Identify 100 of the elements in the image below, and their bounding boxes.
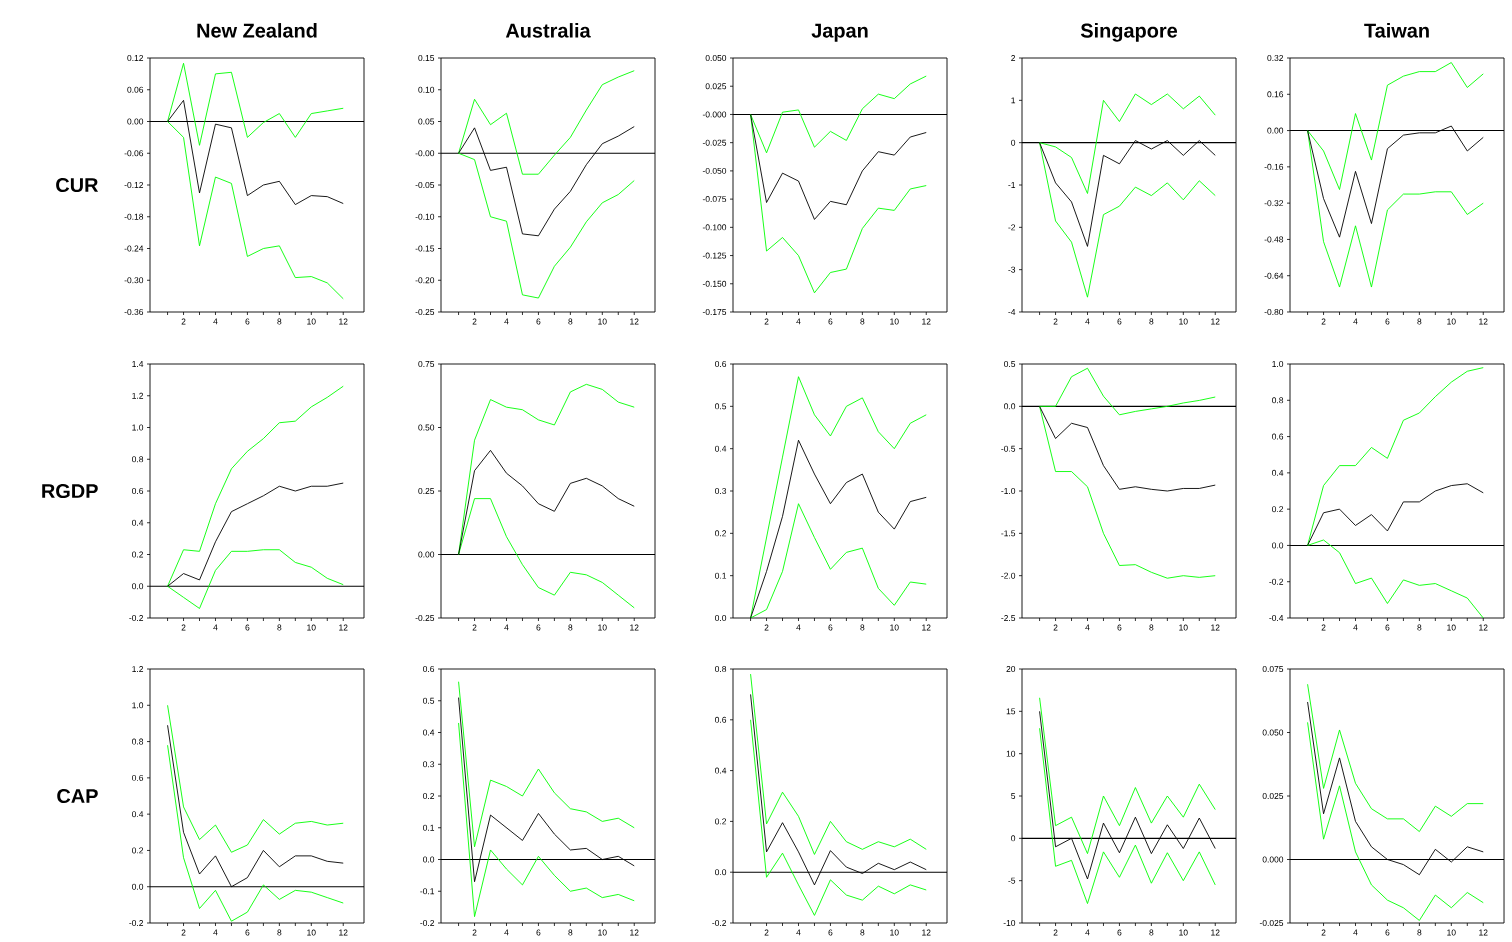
y-tick-label: -0.175 [702,309,727,315]
x-tick-label: 4 [504,929,509,936]
x-tick-label: 12 [922,929,931,936]
x-tick-label: 6 [828,318,833,325]
y-tick-label: 0.4 [715,445,727,452]
y-tick-label: 20 [1006,666,1016,672]
y-tick-label: -0.64 [1264,272,1284,279]
x-tick-label: 2 [1053,929,1058,936]
y-tick-label: -0.36 [124,309,144,315]
x-tick-label: 8 [568,318,573,325]
y-tick-label: 1 [1011,97,1016,104]
y-tick-label: 0.3 [715,488,727,494]
y-tick-label: -0.050 [702,167,727,174]
x-tick-label: 2 [764,624,769,631]
y-tick-label: -0.075 [702,196,727,203]
y-tick-label: -0.000 [702,111,727,118]
x-tick-label: 6 [828,929,833,936]
x-tick-label: 2 [181,624,186,631]
y-axis-title: CUR [56,177,99,193]
x-tick-label: 12 [339,318,348,325]
y-tick-label: 15 [1006,708,1016,715]
y-tick-label: -0.125 [702,252,727,259]
y-tick-label: -0.4 [1269,615,1284,621]
y-tick-label: -2.0 [1001,572,1016,579]
x-tick-label: 6 [536,624,541,631]
y-tick-label: -0.24 [124,245,144,252]
y-tick-label: 0.050 [1262,729,1284,736]
x-tick-label: 2 [181,929,186,936]
x-tick-label: 6 [1117,929,1122,936]
x-tick-label: 6 [245,318,250,325]
y-tick-label: -1 [1008,182,1016,188]
x-tick-label: 4 [213,624,218,631]
x-tick-label: 4 [504,624,509,631]
y-tick-label: 0.50 [418,424,435,431]
x-tick-label: 4 [796,929,801,936]
chart-title: New Zealand [197,23,317,38]
x-tick-label: 10 [598,624,607,631]
x-tick-label: 8 [568,929,573,936]
x-tick-label: 8 [277,318,282,325]
x-tick-label: 12 [339,624,348,631]
x-tick-label: 8 [860,929,865,936]
y-tick-label: -0.05 [415,182,435,188]
y-tick-label: 2 [1011,55,1016,61]
y-tick-label: -1.5 [1001,530,1016,537]
x-tick-label: 4 [504,318,509,325]
x-tick-label: 4 [1353,624,1358,631]
x-tick-label: 6 [1385,929,1390,936]
chart-title: Japan [811,23,868,42]
x-tick-label: 2 [472,929,477,936]
x-tick-label: 10 [890,929,899,936]
y-tick-label: 0.75 [418,361,435,367]
y-tick-label: 0.025 [1262,793,1284,799]
y-axis-title: CAP [57,788,98,804]
y-tick-label: 0.8 [715,666,727,672]
x-tick-label: 12 [1479,318,1488,325]
y-tick-label: 0.1 [423,824,435,831]
x-tick-label: 10 [307,318,316,325]
y-tick-label: -0.2 [129,920,144,926]
x-tick-label: 12 [1211,318,1220,325]
y-tick-label: 1.2 [132,666,144,672]
x-tick-label: 12 [630,318,639,325]
x-tick-label: 4 [1085,318,1090,325]
x-tick-label: 6 [828,624,833,631]
y-tick-label: -0.025 [1259,920,1284,926]
x-tick-label: 8 [1417,624,1422,631]
y-tick-label: -0.15 [415,245,435,252]
y-tick-label: 0.2 [423,793,435,799]
y-tick-label: 0.0 [132,883,144,890]
x-tick-label: 8 [860,624,865,631]
y-tick-label: 0.2 [132,551,144,558]
y-tick-label: -0.025 [702,139,727,146]
x-tick-label: 4 [213,318,218,325]
y-tick-label: -0.18 [124,213,144,220]
y-tick-label: 1.0 [132,702,144,709]
y-tick-label: 0 [1011,835,1016,842]
x-tick-label: 12 [1211,624,1220,631]
y-tick-label: 0.6 [715,361,727,367]
y-tick-label: 0.6 [1272,433,1284,440]
y-tick-label: -0.12 [124,182,144,188]
y-tick-label: 0.12 [127,55,144,61]
y-tick-label: 0.16 [1267,91,1284,98]
y-tick-label: 1.0 [132,424,144,431]
x-tick-label: 10 [1179,929,1188,936]
y-tick-label: -1.0 [1001,488,1016,494]
y-tick-label: 0.075 [1262,666,1284,672]
y-tick-label: -0.48 [1264,236,1284,243]
x-tick-label: 2 [472,624,477,631]
x-tick-label: 2 [181,318,186,325]
x-tick-label: 12 [1211,929,1220,936]
y-tick-label: -5 [1008,877,1016,884]
y-tick-label: -0.06 [124,150,144,157]
y-tick-label: -0.25 [415,615,435,621]
x-tick-label: 8 [1149,624,1154,631]
x-tick-label: 8 [277,624,282,631]
x-tick-label: 12 [1479,624,1488,631]
x-tick-label: 8 [860,318,865,325]
y-tick-label: 0.2 [715,818,727,825]
y-tick-label: 0.15 [418,55,435,61]
y-tick-label: 0.0 [423,856,435,863]
x-tick-label: 12 [1479,929,1488,936]
